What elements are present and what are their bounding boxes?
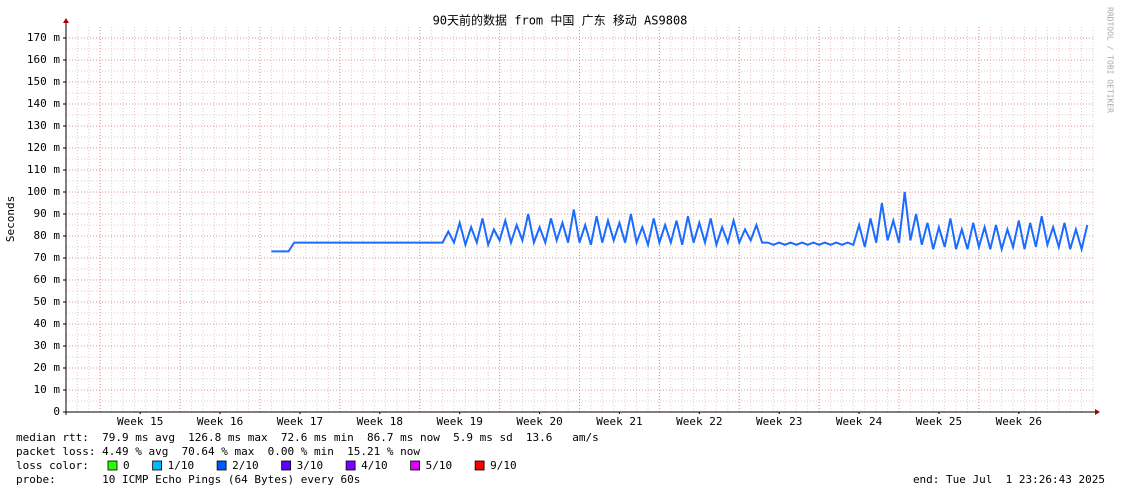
y-tick-label: 170 m [27,31,60,44]
x-tick-label: Week 24 [836,415,883,428]
end-time: end: Tue Jul 1 23:26:43 2025 [913,473,1105,486]
y-tick-label: 160 m [27,53,60,66]
legend-label: 2/10 [232,459,259,472]
y-tick-label: 110 m [27,163,60,176]
y-axis-label: Seconds [4,196,17,242]
y-tick-label: 50 m [34,295,61,308]
legend-swatch [216,460,227,471]
x-tick-label: Week 17 [277,415,323,428]
x-tick-label: Week 23 [756,415,802,428]
x-tick-label: Week 25 [916,415,962,428]
legend-swatch [345,460,356,471]
stats-line: packet loss: 4.49 % avg 70.64 % max 0.00… [16,445,420,458]
y-tick-label: 30 m [34,339,61,352]
watermark: RRDTOOL / TOBI OETIKER [1106,7,1115,113]
chart-title: 90天前的数据 from 中国 广东 移动 AS9808 [433,13,688,28]
legend-swatch [474,460,485,471]
legend-label: 1/10 [168,459,195,472]
y-tick-label: 150 m [27,75,60,88]
legend-swatch [107,460,118,471]
x-tick-label: Week 22 [676,415,722,428]
y-tick-label: 140 m [27,97,60,110]
legend-swatch [152,460,163,471]
axis-arrow [1095,409,1100,415]
legend-label: 3/10 [297,459,324,472]
x-tick-label: Week 21 [596,415,642,428]
legend-swatch [410,460,421,471]
y-tick-label: 20 m [34,361,61,374]
stats-line: median rtt: 79.9 ms avg 126.8 ms max 72.… [16,431,599,444]
legend-label: 9/10 [490,459,517,472]
legend-swatch [281,460,292,471]
probe: probe: 10 ICMP Echo Pings (64 Bytes) eve… [16,473,360,486]
y-tick-label: 90 m [34,207,61,220]
median-line [271,191,1089,254]
x-tick-label: Week 15 [117,415,163,428]
y-tick-label: 100 m [27,185,60,198]
loss-legend-label: loss color: [16,459,89,472]
x-tick-label: Week 26 [996,415,1042,428]
y-tick-label: 80 m [34,229,61,242]
y-tick-label: 120 m [27,141,60,154]
y-tick-label: 10 m [34,383,61,396]
y-tick-label: 0 [53,405,60,418]
x-tick-label: Week 19 [437,415,483,428]
y-tick-label: 40 m [34,317,61,330]
legend-label: 5/10 [426,459,453,472]
x-tick-label: Week 18 [357,415,403,428]
y-tick-label: 70 m [34,251,61,264]
y-tick-label: 60 m [34,273,61,286]
legend-label: 4/10 [361,459,388,472]
x-tick-label: Week 20 [516,415,562,428]
axis-arrow [63,18,69,23]
y-tick-label: 130 m [27,119,60,132]
legend-label: 0 [123,459,130,472]
x-tick-label: Week 16 [197,415,243,428]
